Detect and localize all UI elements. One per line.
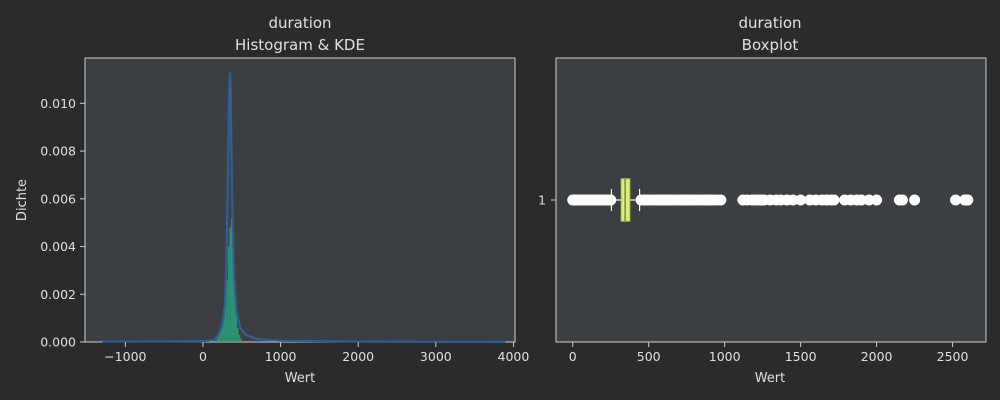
histogram-axes-area (84, 57, 516, 343)
boxplot-title-line1: duration (738, 14, 801, 32)
histogram-x-tick-label: 2000 (342, 349, 374, 364)
boxplot-x-tick-label: 1000 (709, 349, 741, 364)
boxplot-x-ticks: 0 500 1000 1500 2000 2500 (569, 342, 969, 364)
histogram-x-tick-label: 1000 (265, 349, 297, 364)
boxplot-x-tick-label: 500 (637, 349, 661, 364)
boxplot-flier (896, 194, 908, 206)
histogram-bar-8 (227, 246, 230, 342)
boxplot-panel: duration Boxplot 0 500 1000 1500 2000 2500 1 … (538, 14, 987, 386)
histogram-bar-15 (238, 334, 241, 342)
histogram-x-tick-label: 3000 (420, 349, 452, 364)
histogram-bar-10 (230, 217, 233, 342)
boxplot-fliers (567, 194, 974, 206)
histogram-bar-16 (240, 338, 242, 342)
histogram-y-tick-label: 0.006 (40, 191, 76, 206)
histogram-x-tick-label: 4000 (498, 349, 530, 364)
histogram-y-ticks: 0.000 0.002 0.004 0.006 0.008 0.010 (40, 96, 85, 350)
histogram-bar-3 (220, 330, 222, 342)
boxplot-flier (828, 194, 840, 206)
histogram-bar-0 (215, 340, 217, 342)
histogram-bar-13 (235, 313, 238, 342)
histogram-bar-2 (218, 332, 221, 342)
boxplot-x-tick-label: 0 (569, 349, 577, 364)
histogram-y-tick-label: 0.010 (40, 96, 76, 111)
boxplot-flier (871, 194, 883, 206)
histogram-bar-4 (221, 322, 224, 342)
boxplot-x-tick-label: 2500 (937, 349, 969, 364)
histogram-x-tick-label: 0 (199, 349, 207, 364)
boxplot-flier (909, 194, 921, 206)
boxplot-category-label: 1 (538, 193, 546, 208)
histogram-y-tick-label: 0.008 (40, 144, 76, 159)
histogram-y-tick-label: 0.002 (40, 287, 76, 302)
histogram-bar-7 (226, 279, 228, 342)
boxplot-title-line2: Boxplot (742, 36, 799, 54)
histogram-x-ticks: −1000 0 1000 2000 3000 4000 (104, 342, 529, 364)
histogram-bar-6 (224, 299, 227, 342)
histogram-y-tick-label: 0.004 (40, 239, 76, 254)
histogram-bar-14 (237, 327, 239, 342)
histogram-y-tick-label: 0.000 (40, 335, 76, 350)
histogram-bar-5 (223, 313, 225, 342)
kde-curve-group (102, 72, 506, 343)
boxplot-flier (950, 194, 962, 206)
histogram-bar-9 (229, 227, 231, 342)
histogram-title-line2: Histogram & KDE (235, 36, 365, 54)
kde-curve (102, 72, 506, 343)
boxplot-flier (715, 194, 727, 206)
boxplot-x-tick-label: 2000 (861, 349, 893, 364)
boxplot-flier (795, 194, 807, 206)
histogram-bars (215, 217, 242, 342)
histogram-y-axis-label: Dichte (15, 179, 30, 221)
boxplot-flier (962, 194, 974, 206)
boxplot-x-axis-label: Wert (755, 371, 786, 386)
boxplot-box-group (610, 178, 641, 222)
histogram-title-line1: duration (268, 14, 331, 32)
histogram-panel: duration Histogram & KDE −1000 0 1000 2000 3… (15, 14, 529, 386)
histogram-bar-12 (234, 284, 236, 342)
histogram-x-tick-label: −1000 (104, 349, 146, 364)
histogram-bar-11 (232, 241, 235, 342)
histogram-bar-1 (216, 337, 219, 342)
boxplot-x-tick-label: 1500 (785, 349, 817, 364)
histogram-x-axis-label: Wert (285, 371, 316, 386)
